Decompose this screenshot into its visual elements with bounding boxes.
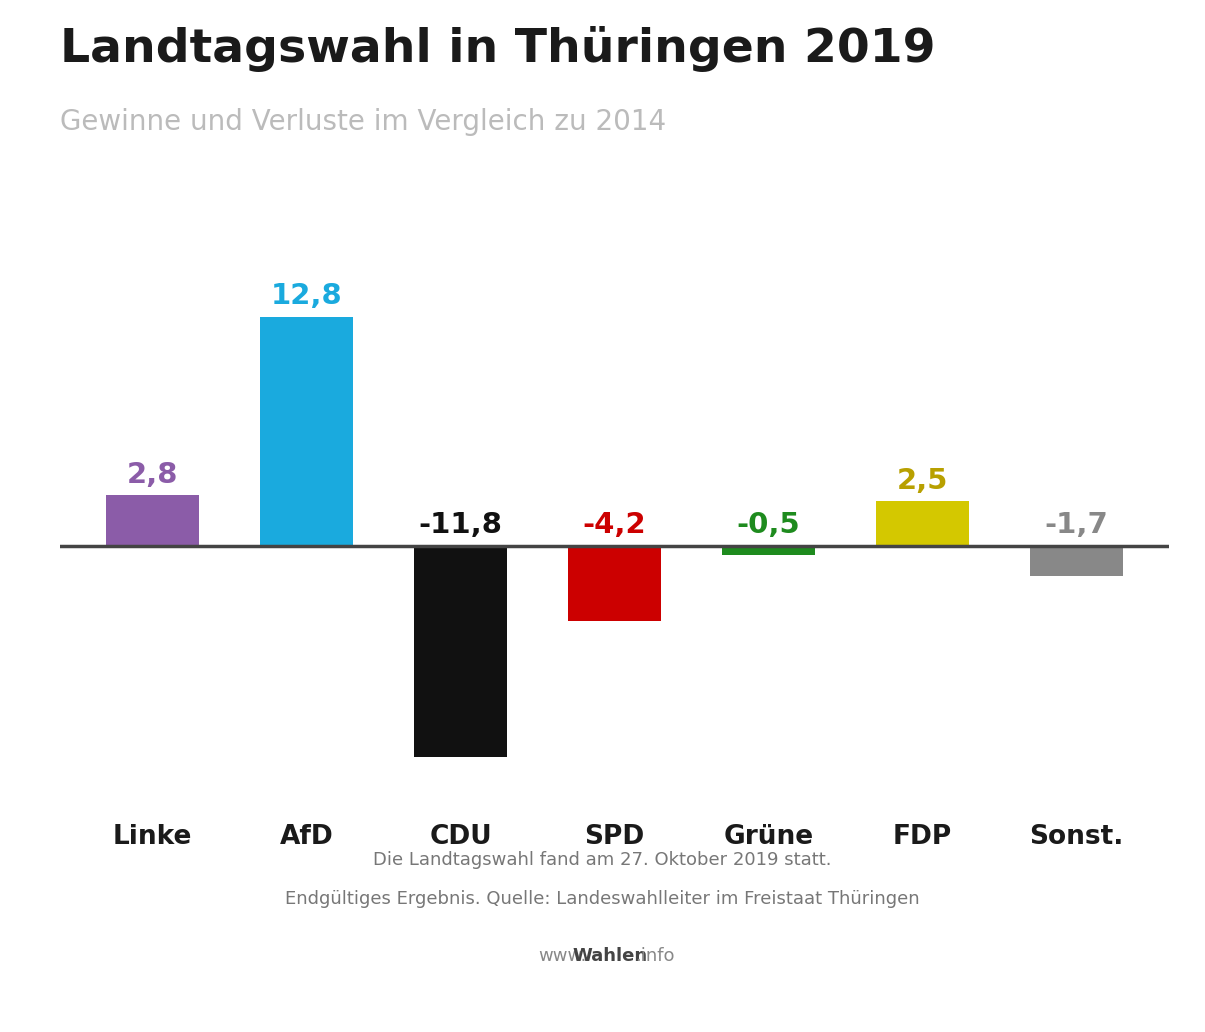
Bar <box>722 546 815 554</box>
Text: -0,5: -0,5 <box>736 511 800 540</box>
Text: Die Landtagswahl fand am 27. Oktober 2019 statt.: Die Landtagswahl fand am 27. Oktober 201… <box>374 851 831 869</box>
Text: -4,2: -4,2 <box>583 511 646 540</box>
Text: 2,8: 2,8 <box>127 461 178 489</box>
Text: -1,7: -1,7 <box>1045 511 1109 540</box>
Bar <box>106 495 199 546</box>
Text: Gewinne und Verluste im Vergleich zu 2014: Gewinne und Verluste im Vergleich zu 201… <box>60 108 666 136</box>
Bar <box>415 546 507 756</box>
Bar <box>1030 546 1123 576</box>
Text: 2,5: 2,5 <box>897 466 948 494</box>
Bar <box>260 317 353 546</box>
Bar <box>569 546 660 620</box>
Text: Wahlen: Wahlen <box>572 947 647 965</box>
Text: .info: .info <box>635 947 675 965</box>
Text: -11,8: -11,8 <box>418 511 502 540</box>
Text: 12,8: 12,8 <box>271 283 342 311</box>
Text: Endgültiges Ergebnis. Quelle: Landeswahlleiter im Freistaat Thüringen: Endgültiges Ergebnis. Quelle: Landeswahl… <box>286 890 919 907</box>
Text: Landtagswahl in Thüringen 2019: Landtagswahl in Thüringen 2019 <box>60 26 936 72</box>
Text: www.: www. <box>539 947 587 965</box>
Bar <box>876 501 969 546</box>
